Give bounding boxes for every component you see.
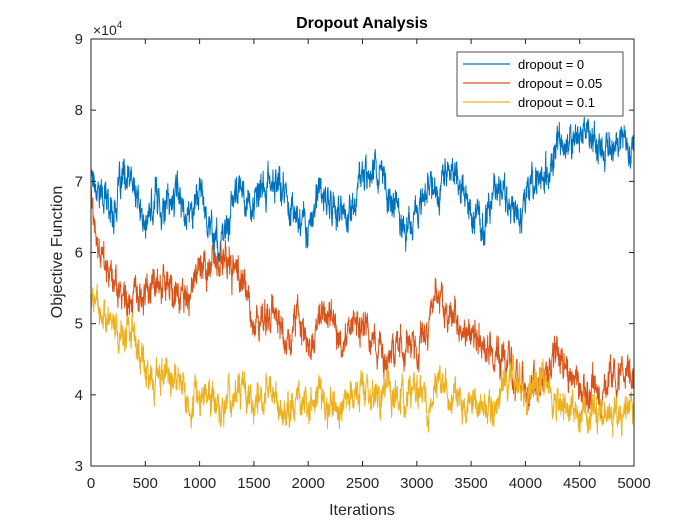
legend-label: dropout = 0.1	[518, 95, 595, 110]
legend-label: dropout = 0	[518, 57, 584, 72]
y-tick-label: 4	[75, 387, 83, 404]
y-tick-label: 5	[75, 316, 83, 333]
x-tick-label: 0	[87, 475, 95, 492]
x-axis-label: Iterations	[329, 502, 395, 519]
x-tick-label: 4500	[563, 475, 596, 492]
x-tick-label: 1000	[183, 475, 216, 492]
series-line	[90, 116, 635, 265]
chart-title: Dropout Analysis	[296, 15, 428, 32]
legend: dropout = 0 dropout = 0.05 dropout = 0.1	[456, 51, 624, 117]
y-tick-label: 9	[75, 31, 83, 48]
series-line	[90, 283, 635, 438]
x-tick-label: 1500	[237, 475, 270, 492]
series-layer	[90, 116, 635, 438]
x-tick-label: 3500	[454, 475, 487, 492]
y-tick-label: 3	[75, 458, 83, 475]
y-tick-label: 8	[75, 102, 83, 119]
y-multiplier-base: ×10	[93, 22, 117, 38]
x-tick-label: 500	[133, 475, 158, 492]
y-axis-label: Objective Function	[49, 186, 66, 319]
y-ticks: 3 4 5 6 7 8 9	[75, 31, 634, 475]
y-axis-multiplier: ×104	[93, 20, 123, 38]
x-tick-label: 5000	[617, 475, 650, 492]
y-tick-label: 6	[75, 245, 83, 262]
x-ticks: 0 500 1000 1500 2000 2500 3000 3500 4000 4500 5000	[87, 39, 651, 492]
x-tick-label: 2000	[292, 475, 325, 492]
legend-label: dropout = 0.05	[518, 76, 602, 91]
legend-box	[456, 51, 624, 117]
y-tick-label: 7	[75, 173, 83, 190]
x-tick-label: 4000	[509, 475, 542, 492]
x-tick-label: 3000	[400, 475, 433, 492]
x-tick-label: 2500	[346, 475, 379, 492]
y-multiplier-exponent: 4	[117, 20, 123, 31]
